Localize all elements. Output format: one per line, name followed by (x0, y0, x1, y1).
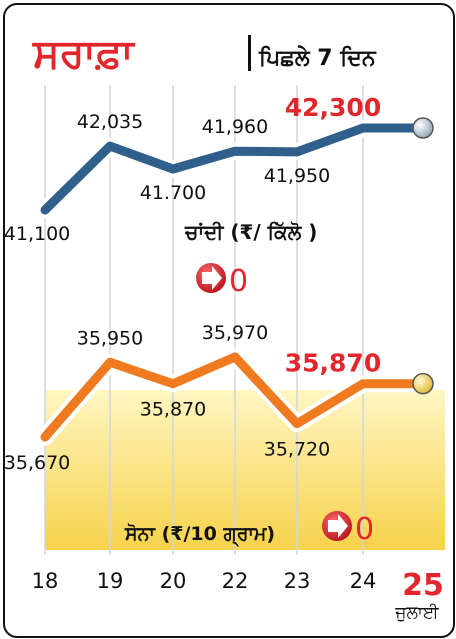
x-tick-label: 19 (97, 569, 124, 593)
month-label: ਜੁਲਾਈ (394, 603, 439, 623)
gold-data-label: 35,870 (140, 399, 206, 421)
gold-series-label: ਸੋਨਾ (₹/10 ਗ੍ਰਾਮ) (124, 522, 275, 547)
gold-data-label: 35,950 (77, 327, 143, 349)
arrow-right-icon (202, 266, 222, 290)
gold-data-label: 35,870 (285, 349, 381, 378)
silver-data-label: 41,950 (264, 165, 330, 187)
silver-end-point (412, 117, 434, 139)
x-tick-label: 25 (402, 568, 444, 603)
silver-data-label: 42,035 (77, 111, 143, 133)
header-divider (248, 35, 251, 71)
page-title: ਸਰਾਫ਼ਾ (32, 31, 135, 77)
silver-data-label: 41.700 (140, 182, 206, 204)
arrow-right-icon (328, 514, 348, 538)
silver-data-label: 42,300 (285, 93, 381, 122)
chart-card: ਸਰਾਫ਼ਾ ਪਿਛਲੇ 7 ਦਿਨ 41,100 42,035 41.700 41,… (3, 3, 455, 638)
silver-line (40, 123, 428, 215)
gold-end-point (412, 372, 434, 395)
price-chart: ਸਰਾਫ਼ਾ ਪਿਛਲੇ 7 ਦਿਨ 41,100 42,035 41.700 41,… (5, 31, 445, 623)
silver-series-label: ਚਾਂਦੀ (₹/ ਕਿੱਲੋ ) (184, 220, 317, 244)
silver-data-label: 41,960 (202, 116, 268, 138)
x-tick-label: 24 (350, 569, 377, 593)
gold-change-value: 0 (355, 512, 374, 547)
x-tick-label: 23 (284, 569, 311, 593)
silver-change-value: 0 (229, 264, 248, 299)
gold-data-label: 35,970 (202, 322, 268, 344)
x-tick-label: 22 (222, 569, 249, 593)
page-subtitle: ਪਿਛਲੇ 7 ਦਿਨ (258, 44, 377, 71)
gold-area-fill (45, 390, 445, 550)
gold-change-badge: 0 (322, 511, 374, 547)
x-axis: 18 19 20 22 23 24 25 (32, 568, 444, 603)
x-tick-label: 20 (160, 569, 187, 593)
silver-change-badge: 0 (196, 263, 248, 299)
x-tick-label: 18 (32, 569, 59, 593)
gold-data-label: 35,720 (264, 439, 330, 461)
gold-line (40, 352, 428, 442)
silver-line-halo (36, 119, 432, 219)
silver-data-label: 41,100 (5, 223, 70, 245)
gold-data-label: 35,670 (5, 452, 70, 474)
